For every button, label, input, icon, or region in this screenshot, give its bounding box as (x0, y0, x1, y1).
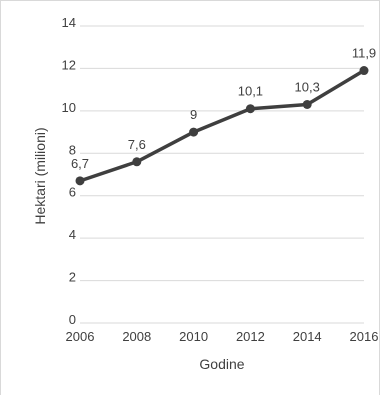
x-tick-label: 2014 (293, 329, 322, 344)
data-point (189, 127, 199, 137)
y-tick-label: 12 (62, 57, 76, 72)
x-axis-title: Godine (199, 356, 244, 372)
data-label: 11,9 (352, 46, 376, 61)
data-label: 10,1 (238, 84, 263, 99)
y-axis-ticks: 0 2 4 6 8 10 12 14 (62, 15, 76, 327)
data-label: 6,7 (71, 156, 89, 171)
line-chart: 0 2 4 6 8 10 12 14 2006 2008 2010 2012 2014 2016 6,7… (32, 15, 379, 372)
data-labels: 6,7 7,6 9 10,1 10,3 11,9 (71, 46, 376, 171)
x-axis-ticks: 2006 2008 2010 2012 2014 2016 (66, 329, 379, 344)
y-tick-label: 10 (62, 100, 76, 115)
data-point (359, 66, 369, 76)
x-tick-label: 2010 (179, 329, 208, 344)
x-tick-label: 2012 (236, 329, 265, 344)
x-tick-label: 2006 (66, 329, 95, 344)
y-tick-label: 6 (69, 185, 76, 200)
data-label: 10,3 (295, 79, 320, 94)
y-axis-title: Hektari (milioni) (32, 127, 48, 224)
data-point (132, 157, 142, 167)
y-tick-label: 2 (69, 270, 76, 285)
data-point (75, 176, 85, 186)
y-tick-label: 0 (69, 312, 76, 327)
data-label: 7,6 (128, 137, 146, 152)
data-point (245, 104, 255, 114)
y-tick-label: 14 (62, 15, 76, 30)
x-tick-label: 2008 (122, 329, 151, 344)
y-tick-label: 8 (69, 142, 76, 157)
data-point (302, 99, 312, 109)
x-tick-label: 2016 (350, 329, 379, 344)
series-line (78, 68, 366, 183)
data-label: 9 (190, 107, 197, 122)
gridlines (80, 25, 364, 324)
y-tick-label: 4 (69, 227, 76, 242)
chart-frame: 0 2 4 6 8 10 12 14 2006 2008 2010 2012 2014 2016 6,7… (0, 0, 380, 395)
series-layer (75, 66, 369, 186)
